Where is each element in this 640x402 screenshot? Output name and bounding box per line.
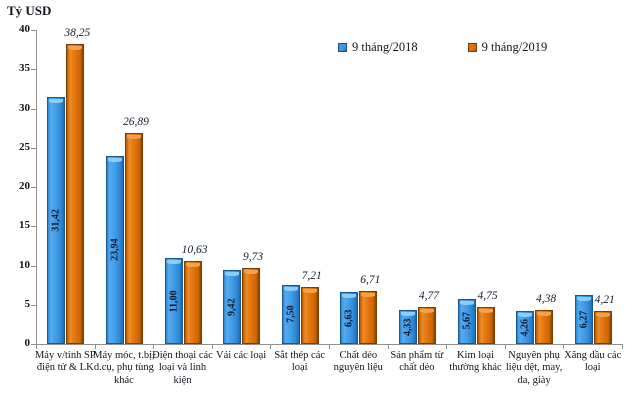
y-tick-mark	[31, 147, 36, 149]
y-tick-mark	[31, 30, 36, 31]
bar-value-label-2019: 7,21	[301, 270, 322, 283]
y-tick-label: 40	[19, 23, 30, 35]
bar-2018: 6,27	[574, 294, 593, 344]
legend-label: 9 tháng/2018	[352, 40, 418, 54]
x-tick-mark	[36, 345, 37, 349]
bar-value-label-2019: 4,75	[477, 289, 498, 302]
y-tick-mark	[31, 304, 36, 306]
bar-2018: 4,33	[398, 310, 417, 344]
y-tick-mark	[31, 69, 36, 71]
y-tick-label: 30	[19, 101, 30, 114]
bar-value-label-2019: 4,21	[594, 293, 615, 306]
y-tick-mark	[31, 344, 36, 345]
y-tick-label: 5	[24, 297, 31, 310]
bar-value-label-2018: 5,67	[461, 312, 472, 331]
y-axis-title: Tỷ USD	[7, 3, 52, 18]
legend-item: 9 tháng/2019	[467, 40, 548, 55]
bar-value-label-2019: 6,71	[360, 274, 381, 287]
category-label: Chất dẻo nguyên liệu	[333, 350, 383, 374]
bar-2018: 23,94	[105, 156, 124, 344]
bar-2019	[183, 260, 202, 344]
bar-value-label-2019: 4,77	[418, 289, 439, 302]
y-tick-mark	[31, 265, 36, 267]
bar-2019	[66, 43, 85, 344]
bar-value-label-2019: 38,25	[64, 26, 91, 39]
x-tick-mark	[211, 345, 213, 349]
bar-value-label-2018: 4,26	[519, 318, 531, 337]
bar-2019	[242, 267, 261, 344]
x-tick-mark	[504, 345, 506, 349]
x-tick-mark	[387, 345, 389, 349]
x-tick-mark	[153, 345, 155, 349]
y-tick-label: 15	[19, 219, 30, 232]
y-tick-label: 35	[19, 62, 30, 75]
category-label: Kim loại thường khác	[449, 350, 502, 374]
bar-2018: 31,42	[47, 97, 66, 344]
y-tick-label: 25	[19, 140, 30, 153]
y-axis-line	[36, 30, 37, 345]
bar-2019	[417, 306, 436, 344]
bar-2019	[593, 310, 612, 344]
bar-value-label-2018: 31,42	[50, 209, 62, 232]
x-tick-mark	[329, 345, 330, 349]
bar-value-label-2018: 23,94	[109, 238, 121, 262]
bar-value-label-2018: 7,50	[285, 305, 297, 324]
legend-swatch-icon	[338, 43, 347, 52]
category-label: Nguyên phụ liệu dệt, may, da, giày	[505, 350, 563, 386]
y-tick-label: 20	[19, 180, 30, 192]
y-tick-label: 10	[19, 258, 30, 271]
x-tick-mark	[563, 345, 565, 349]
y-tick-mark	[31, 226, 36, 228]
x-axis-line	[36, 344, 623, 345]
bar-2019	[359, 291, 378, 344]
y-tick-mark	[31, 187, 36, 188]
bar-value-label-2018: 4,33	[402, 318, 414, 336]
category-label: Sắt thép các loại	[274, 350, 326, 374]
x-tick-mark	[270, 345, 272, 349]
bar-2018: 7,50	[281, 285, 300, 344]
bar-2018: 5,67	[457, 299, 476, 344]
category-label: Điện thoại các loại và linh kiện	[152, 350, 213, 386]
bar-value-label-2018: 11,00	[168, 289, 179, 312]
x-tick-mark	[622, 345, 623, 349]
bar-value-label-2019: 26,89	[122, 115, 149, 128]
legend-label: 9 tháng/2019	[481, 40, 548, 54]
bar-2018: 9,42	[223, 270, 242, 344]
category-label: Vải các loại	[216, 350, 267, 361]
legend-item: 9 tháng/2018	[338, 40, 418, 55]
bar-value-label-2018: 9,42	[226, 298, 238, 316]
y-tick-label: 0	[24, 337, 31, 349]
legend: 9 tháng/2018 9 tháng/2019	[338, 40, 547, 55]
category-label: Sản phẩm từ chất dẻo	[390, 350, 444, 374]
bar-value-label-2019: 10,63	[181, 243, 208, 256]
bar-2018: 6,63	[340, 291, 359, 344]
category-label: Máy móc, t.bị, d.cụ, phụ tùng khác	[93, 350, 155, 386]
x-tick-mark	[94, 345, 96, 349]
bar-2018: 4,26	[516, 310, 535, 344]
bar-2019	[476, 306, 495, 344]
bar-2019	[124, 132, 143, 344]
category-label: Xăng dầu các loại	[564, 350, 622, 374]
bar-2018: 11,00	[164, 257, 183, 344]
bar-value-label-2019: 4,38	[536, 292, 557, 305]
bar-value-label-2019: 9,73	[243, 250, 264, 263]
category-label: Máy v/tính SP điện tử & LK	[34, 350, 96, 374]
x-tick-mark	[446, 345, 448, 349]
bar-2019	[535, 309, 554, 344]
bar-value-label-2018: 6,63	[343, 309, 355, 327]
y-tick-mark	[31, 108, 36, 110]
legend-swatch-icon	[467, 43, 477, 52]
bar-2019	[300, 287, 319, 344]
